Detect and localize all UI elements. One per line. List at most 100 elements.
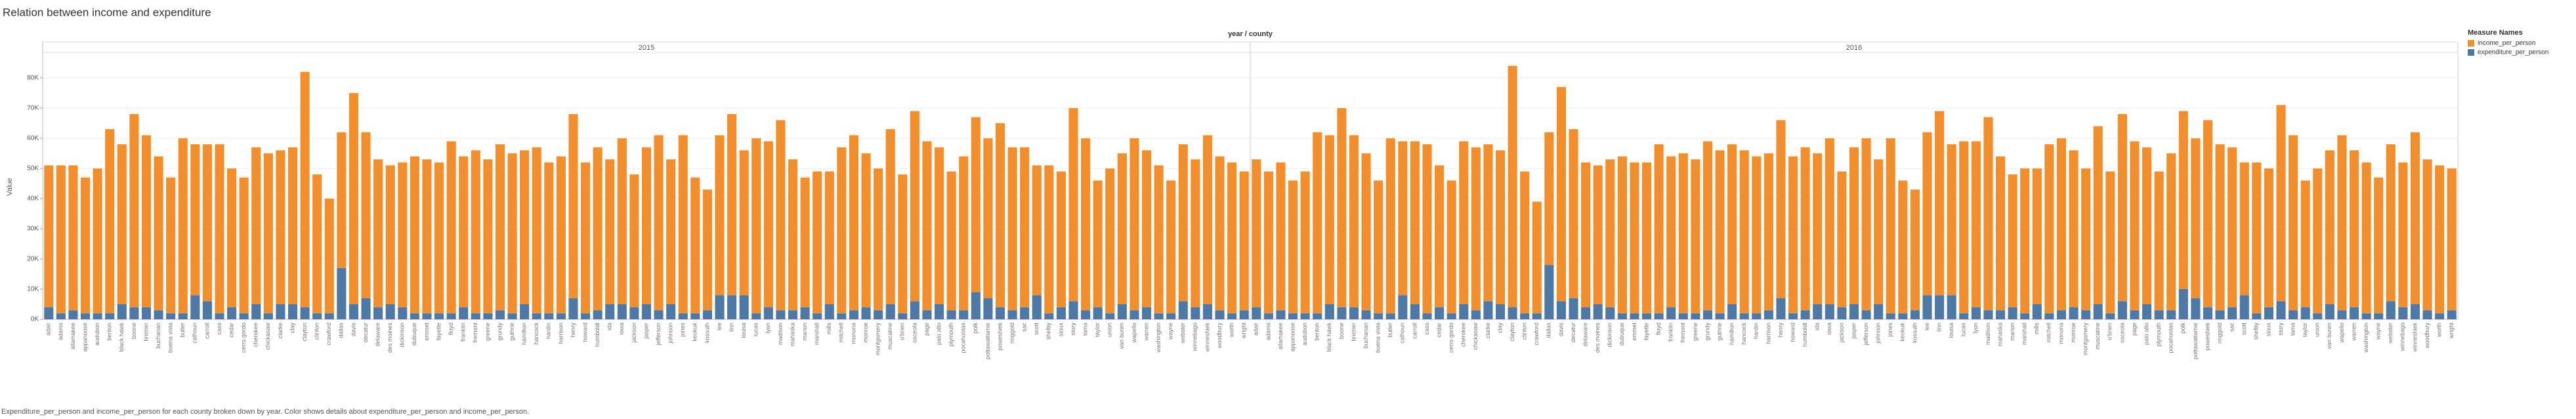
bar-segment	[141, 307, 152, 319]
bar-segment	[202, 144, 212, 302]
x-tick-label: lee	[716, 323, 723, 330]
bar-segment	[1422, 313, 1432, 319]
x-tick-label: black hawk	[1326, 323, 1332, 352]
bar-segment	[2361, 162, 2371, 313]
legend-label: income_per_person	[2478, 40, 2535, 47]
bar-segment	[324, 198, 334, 313]
x-tick-label: ida	[606, 323, 613, 330]
bar-segment	[715, 135, 725, 296]
bar-segment	[2142, 304, 2152, 319]
bar-segment	[471, 313, 480, 319]
x-tick-label: wayne	[1168, 323, 1174, 340]
bar-segment	[93, 313, 102, 319]
x-tick-label: keokuk	[692, 323, 698, 342]
x-tick-label: poweshiek	[2204, 323, 2210, 351]
bar-segment	[1702, 141, 1713, 311]
x-tick-label: marshall	[814, 323, 820, 345]
x-tick-label: montgomery	[2082, 323, 2089, 356]
x-tick-label: muscatine	[2094, 323, 2101, 349]
bar-segment	[1971, 141, 1981, 308]
bar-segment	[1263, 313, 1273, 319]
bar-segment	[678, 135, 688, 313]
bar-segment	[227, 168, 237, 308]
bar-segment	[1995, 310, 2006, 319]
bar-segment	[1141, 307, 1152, 319]
bar-segment	[983, 138, 993, 298]
bar-segment	[276, 304, 285, 319]
bar-segment	[1508, 66, 1517, 308]
bar-segment	[1068, 108, 1078, 302]
bar-segment	[1702, 310, 1713, 319]
bar-segment	[934, 304, 944, 319]
bar-segment	[324, 313, 334, 319]
bar-segment	[1556, 301, 1567, 319]
x-tick-label: story	[1070, 323, 1076, 336]
legend-swatch	[2468, 40, 2474, 47]
bar-segment	[788, 310, 798, 319]
bar-segment	[239, 177, 249, 313]
bar-segment	[1446, 180, 1456, 313]
bar-segment	[483, 313, 493, 319]
x-tick-label: monona	[2058, 323, 2064, 344]
bar-segment	[93, 168, 102, 313]
bar-segment	[763, 307, 773, 319]
x-tick-label: emmet	[423, 323, 430, 341]
x-tick-label: floyd	[448, 323, 454, 335]
caption: Expenditure_per_person and income_per_pe…	[1, 408, 529, 416]
x-tick-label: o'brien	[899, 323, 906, 340]
bar-segment	[1337, 108, 1347, 308]
x-tick-label: osceola	[911, 323, 918, 343]
x-tick-label: clay	[1496, 323, 1503, 334]
bar-segment	[348, 304, 359, 319]
x-tick-label: winneshiek	[1204, 323, 1210, 353]
bar-segment	[1983, 117, 1993, 311]
x-tick-label: sac	[1021, 323, 1028, 332]
y-tick-label: 40K	[27, 195, 39, 203]
bar-segment	[922, 310, 932, 319]
bar-segment	[2252, 313, 2262, 319]
bar-segment	[178, 138, 188, 313]
bar-segment	[1154, 313, 1164, 319]
x-tick-label: dallas	[338, 323, 345, 338]
bar-segment	[1654, 144, 1664, 313]
bar-segment	[983, 298, 993, 319]
bar-segment	[2239, 162, 2249, 296]
bar-segment	[1288, 180, 1298, 313]
x-tick-label: woodbury	[2424, 323, 2430, 349]
bar-segment	[154, 156, 163, 311]
x-tick-label: cedar	[228, 323, 234, 338]
bar-segment	[1068, 301, 1078, 319]
bar-segment	[1227, 313, 1237, 319]
bar-segment	[1105, 168, 1115, 313]
bar-segment	[849, 310, 859, 319]
bar-segment	[1227, 162, 1237, 313]
bar-segment	[1935, 111, 1945, 296]
bar-segment	[507, 313, 517, 319]
x-tick-label: plymouth	[2155, 323, 2162, 347]
x-tick-label: union	[1107, 323, 1113, 337]
bar-segment	[446, 141, 456, 313]
bar-segment	[56, 165, 66, 313]
bar-segment	[202, 301, 212, 319]
bar-segment	[2081, 310, 2091, 319]
bar-segment	[1569, 298, 1578, 319]
bar-segment	[2191, 298, 2201, 319]
x-tick-label: worth	[2436, 323, 2442, 338]
bar-segment	[1202, 304, 1213, 319]
y-tick-label: 10K	[27, 286, 39, 293]
x-tick-label: lyon	[765, 323, 771, 334]
x-tick-label: iowa	[618, 323, 625, 335]
bar-segment	[1130, 138, 1139, 311]
bar-segment	[434, 313, 444, 319]
bar-segment	[1239, 171, 1249, 311]
bar-segment	[2178, 289, 2188, 319]
bar-segment	[2191, 138, 2201, 298]
x-tick-label: jackson	[1838, 323, 1845, 344]
x-tick-label: cedar	[1435, 323, 1442, 338]
bar-segment	[1532, 313, 1542, 319]
x-tick-label: kossuth	[1911, 323, 1918, 343]
bar-segment	[1959, 313, 1969, 319]
bar-segment	[2313, 313, 2323, 319]
bar-segment	[105, 129, 115, 313]
x-tick-label: louisa	[1948, 323, 1954, 338]
